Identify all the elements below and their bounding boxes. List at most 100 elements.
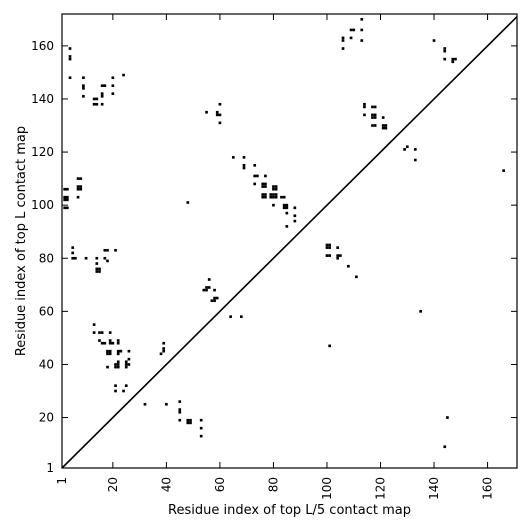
contact-point — [68, 47, 72, 50]
contact-point — [79, 187, 83, 191]
contact-point — [92, 323, 96, 326]
contact-point — [116, 360, 120, 364]
contact-point — [218, 121, 222, 125]
contact-point — [76, 177, 80, 180]
contact-point — [111, 76, 115, 80]
contact-point — [199, 418, 203, 422]
contact-point — [92, 97, 96, 101]
contact-point — [114, 389, 117, 393]
contact-point — [355, 275, 358, 279]
contact-point — [413, 158, 417, 162]
contact-point — [261, 185, 265, 188]
contact-point — [253, 174, 257, 178]
contact-point — [360, 28, 364, 32]
contact-point — [261, 182, 265, 186]
contact-point — [186, 201, 190, 204]
contact-points — [63, 17, 505, 449]
contact-point — [84, 256, 88, 260]
contact-point — [98, 331, 101, 334]
contact-point — [282, 206, 286, 210]
contact-point — [116, 363, 120, 366]
contact-point — [272, 203, 275, 207]
contact-point — [98, 267, 101, 271]
contact-point — [328, 246, 331, 249]
contact-point — [127, 363, 131, 366]
contact-point — [328, 243, 331, 247]
contact-point — [381, 116, 385, 119]
contact-point — [82, 94, 85, 98]
contact-point — [114, 363, 117, 366]
x-tick-label: 120 — [374, 477, 388, 500]
contact-point — [127, 357, 131, 361]
contact-point — [285, 225, 289, 228]
contact-point — [419, 310, 422, 313]
contact-point — [76, 187, 80, 191]
x-tick-label: 1 — [55, 477, 69, 485]
contact-point — [124, 360, 128, 364]
contact-point — [68, 76, 72, 80]
contact-point — [124, 363, 128, 366]
contact-point — [66, 195, 69, 199]
contact-point — [178, 408, 182, 411]
contact-point — [186, 418, 190, 422]
contact-point — [108, 331, 112, 334]
contact-point — [108, 339, 112, 342]
contact-point — [95, 97, 99, 101]
contact-point — [213, 296, 216, 300]
contact-point — [111, 341, 115, 345]
contact-point — [79, 185, 83, 188]
contact-point — [215, 113, 219, 117]
contact-point — [328, 344, 331, 348]
contact-point — [79, 177, 83, 180]
contact-point — [95, 102, 99, 106]
contact-point — [114, 248, 117, 252]
contact-point — [116, 365, 120, 369]
contact-point — [371, 116, 374, 119]
contact-point — [341, 36, 345, 40]
contact-point — [381, 126, 385, 130]
contact-point — [66, 198, 69, 202]
diagonal-line — [61, 16, 518, 469]
contact-point — [63, 195, 67, 199]
contact-point — [213, 299, 216, 303]
contact-point — [76, 185, 80, 188]
contact-point — [68, 57, 72, 61]
contact-point — [242, 156, 246, 159]
x-tick-label: 80 — [266, 477, 280, 492]
contact-point — [92, 331, 96, 334]
contact-point — [114, 384, 117, 388]
contact-point — [443, 57, 447, 61]
y-tick-label: 120 — [31, 145, 54, 159]
y-tick-label: 1 — [46, 461, 54, 475]
contact-point — [92, 102, 96, 106]
contact-point — [272, 195, 275, 199]
contact-point — [349, 36, 353, 40]
y-tick-label: 20 — [39, 411, 54, 425]
contact-point — [274, 193, 278, 196]
contact-point — [242, 166, 246, 170]
contact-point — [373, 105, 377, 109]
x-axis-label: Residue index of top L/5 contact map — [168, 503, 411, 518]
contact-point — [253, 164, 257, 167]
contact-point — [95, 270, 99, 273]
plot-frame — [61, 13, 518, 469]
contact-point — [122, 389, 125, 393]
contact-point — [384, 124, 388, 127]
contact-point — [108, 352, 112, 356]
contact-point — [373, 116, 377, 119]
contact-point — [205, 286, 208, 289]
x-tick-label: 160 — [481, 477, 495, 500]
contact-point — [95, 262, 99, 265]
contact-point — [103, 84, 107, 88]
contact-point — [381, 124, 385, 127]
y-tick-label: 160 — [31, 39, 54, 53]
y-axis-label: Residue index of top L contact map — [14, 126, 29, 356]
contact-point — [371, 124, 374, 127]
contact-point — [189, 421, 192, 425]
contact-point — [363, 102, 366, 106]
contact-point — [100, 341, 104, 345]
contact-point — [451, 60, 455, 64]
contact-point — [261, 193, 265, 196]
